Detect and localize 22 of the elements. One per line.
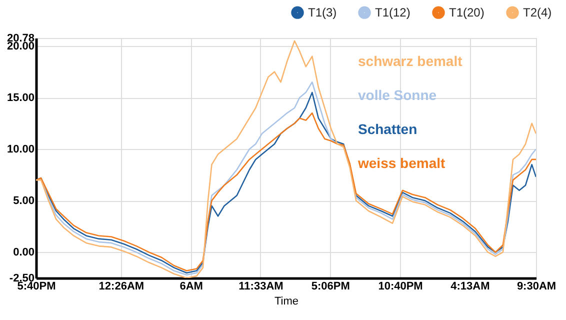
legend-label: T1(12): [375, 6, 410, 20]
y-tick-label: 20.00: [6, 40, 34, 53]
x-tick-label: 12:26AM: [98, 280, 144, 292]
legend-label: T1(20): [449, 6, 484, 20]
annotation: weiss bemalt: [357, 155, 446, 171]
x-tick-label: 5:06PM: [311, 280, 350, 292]
y-tick-label: 15.00: [6, 92, 34, 104]
x-tick-label: 6AM: [180, 280, 203, 292]
annotation: schwarz bemalt: [358, 53, 463, 69]
x-tick-label: 9:30AM: [516, 280, 556, 292]
annotation: Schatten: [358, 121, 418, 137]
x-axis-title: Time: [274, 296, 299, 308]
y-tick-label: 10.00: [6, 144, 34, 156]
legend-label: T1(3): [308, 6, 337, 20]
x-tick-label: 11:33AM: [238, 280, 284, 292]
legend-label: T2(4): [523, 6, 552, 20]
x-tick-label: 10:40PM: [378, 280, 423, 292]
x-tick-label: 4:13AM: [450, 280, 490, 292]
y-tick-label: 5.00: [13, 195, 34, 208]
y-tick-label: 0.00: [13, 246, 34, 259]
x-tick-label: 5:40PM: [17, 280, 56, 292]
annotation: volle Sonne: [358, 87, 437, 103]
